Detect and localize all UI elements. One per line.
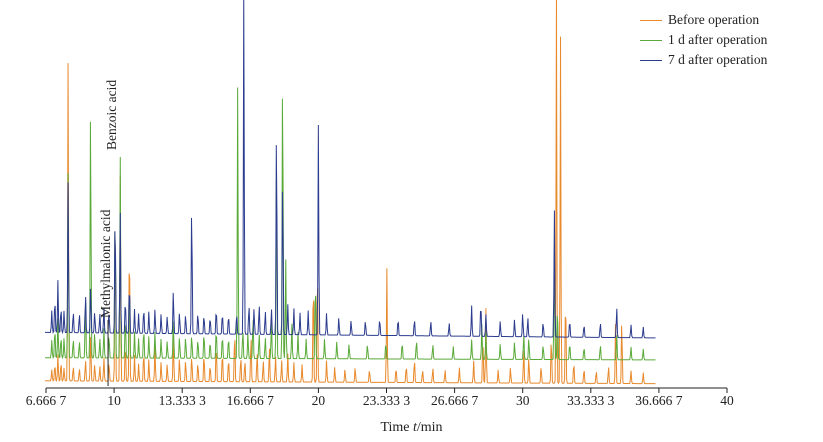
- x-tick-label: 10: [107, 393, 121, 408]
- x-tick-label: 36.666 7: [635, 393, 683, 408]
- x-tick-label: 13.333 3: [159, 393, 207, 408]
- legend-swatch-before: [640, 19, 662, 21]
- x-axis-title-variable: t: [413, 420, 417, 435]
- x-axis-title: Time t/min: [0, 420, 823, 436]
- legend: Before operation 1 d after operation 7 d…: [640, 10, 767, 70]
- legend-swatch-1d: [640, 39, 662, 41]
- x-tick-label: 20: [312, 393, 326, 408]
- legend-swatch-7d: [640, 59, 662, 61]
- legend-label-1d: 1 d after operation: [668, 32, 768, 47]
- legend-item-before: Before operation: [640, 10, 767, 30]
- series-line-7d: [44, 0, 656, 339]
- x-axis-ticks: 6.666 7 10 13.333 3 16.666 7 20 23.333 3 26.66…: [26, 388, 734, 408]
- x-tick-label: 16.666 7: [227, 393, 275, 408]
- series-line-before: [44, 0, 656, 385]
- x-tick-label: 33.333 3: [567, 393, 615, 408]
- x-tick-label: 26.666 7: [431, 393, 479, 408]
- x-tick-label: 40: [720, 393, 734, 408]
- series-line-1d: [44, 87, 656, 361]
- x-axis-title-unit: /min: [416, 420, 443, 435]
- legend-item-7d: 7 d after operation: [640, 50, 767, 70]
- annotation-methylmalonic-acid: Methylmalonic acid: [98, 209, 114, 318]
- x-tick-label: 23.333 3: [363, 393, 411, 408]
- legend-label-before: Before operation: [668, 12, 760, 27]
- legend-label-7d: 7 d after operation: [668, 52, 768, 67]
- x-tick-label: 30: [516, 393, 530, 408]
- x-axis-title-prefix: Time: [380, 420, 413, 435]
- x-tick-label: 6.666 7: [26, 393, 67, 408]
- annotation-benzoic-acid: Benzoic acid: [104, 79, 120, 150]
- legend-item-1d: 1 d after operation: [640, 30, 767, 50]
- series-layer: [44, 0, 656, 385]
